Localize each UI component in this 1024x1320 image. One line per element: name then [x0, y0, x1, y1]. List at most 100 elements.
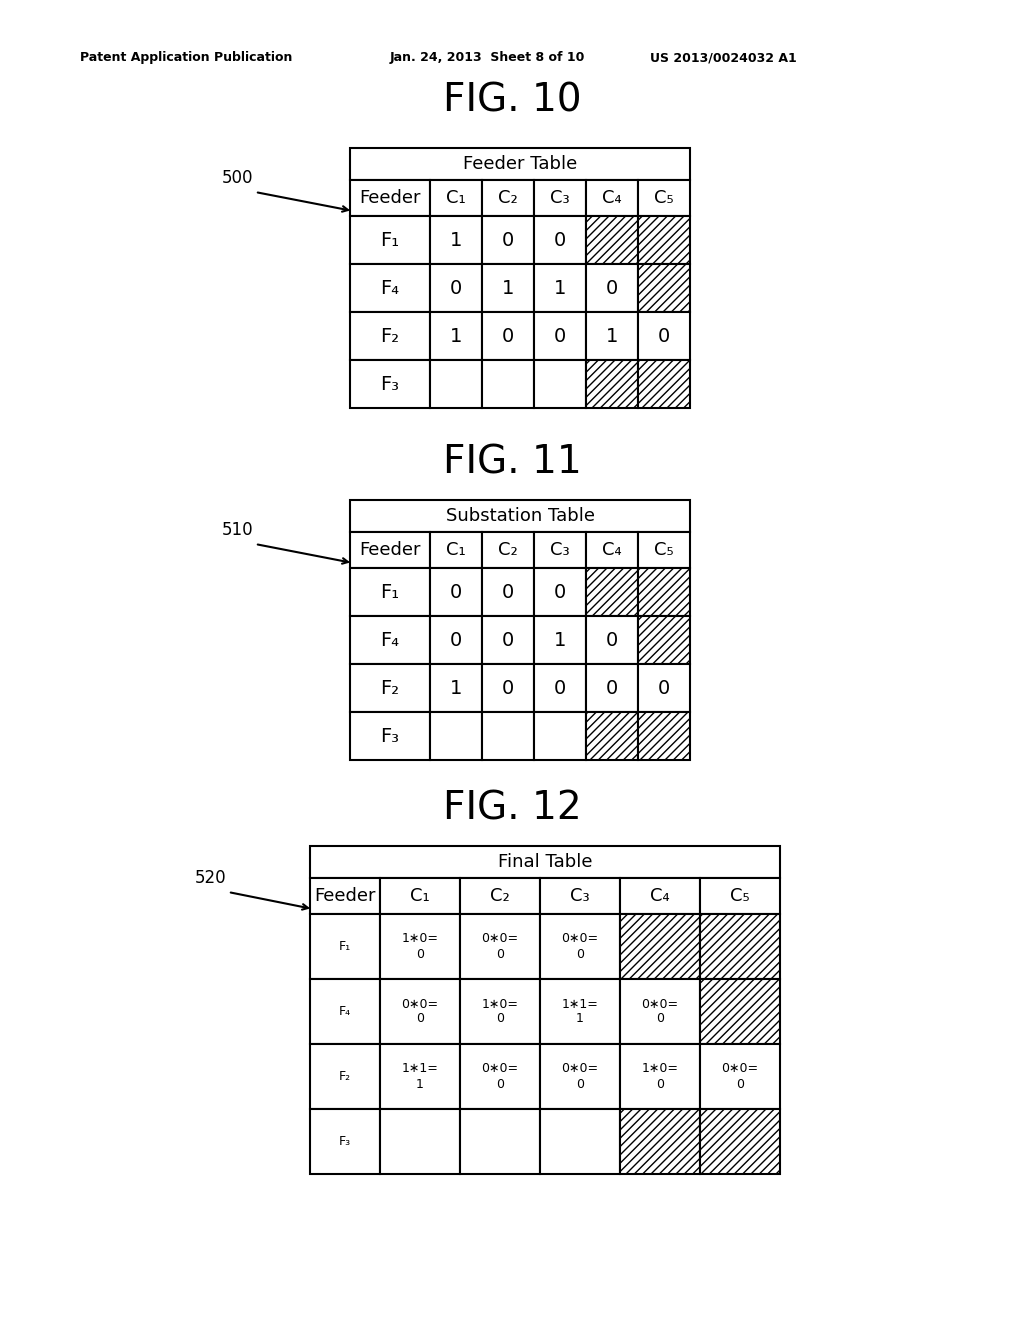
Text: 1: 1: [554, 631, 566, 649]
Bar: [586, 616, 638, 664]
Text: 0: 0: [606, 631, 618, 649]
Text: C₂: C₂: [490, 887, 510, 906]
Bar: [540, 979, 620, 1044]
Bar: [482, 264, 534, 312]
Text: 0: 0: [657, 326, 670, 346]
Bar: [700, 1044, 780, 1109]
Text: 0: 0: [554, 678, 566, 697]
Bar: [482, 312, 534, 360]
Bar: [534, 532, 586, 568]
Text: Feeder: Feeder: [359, 189, 421, 207]
Text: C₁: C₁: [446, 541, 466, 558]
Bar: [540, 913, 620, 979]
Bar: [638, 264, 690, 312]
Text: C₅: C₅: [654, 541, 674, 558]
Bar: [534, 664, 586, 711]
Bar: [350, 148, 690, 180]
Bar: [460, 878, 540, 913]
Bar: [350, 500, 690, 532]
Bar: [534, 180, 586, 216]
Bar: [540, 1109, 620, 1173]
Bar: [586, 180, 638, 216]
Bar: [350, 711, 430, 760]
Bar: [310, 979, 380, 1044]
Text: C₂: C₂: [498, 189, 518, 207]
Bar: [700, 913, 780, 979]
Bar: [638, 312, 690, 360]
Bar: [620, 913, 700, 979]
Text: C₅: C₅: [654, 189, 674, 207]
Text: 0∗0=
0: 0∗0= 0: [561, 1063, 599, 1090]
Text: F₁: F₁: [381, 231, 399, 249]
Bar: [380, 1044, 460, 1109]
Text: 0: 0: [450, 279, 462, 297]
Text: F₁: F₁: [381, 582, 399, 602]
Bar: [430, 216, 482, 264]
Bar: [534, 312, 586, 360]
Bar: [638, 216, 690, 264]
Text: 1: 1: [450, 326, 462, 346]
Text: F₂: F₂: [381, 678, 399, 697]
Text: Feeder Table: Feeder Table: [463, 154, 578, 173]
Bar: [430, 532, 482, 568]
Text: 1: 1: [502, 279, 514, 297]
Text: 500: 500: [222, 169, 254, 187]
Text: Patent Application Publication: Patent Application Publication: [80, 51, 293, 65]
Text: 0: 0: [502, 582, 514, 602]
Text: 510: 510: [222, 521, 254, 539]
Bar: [638, 664, 690, 711]
Text: F₄: F₄: [381, 631, 399, 649]
Text: C₁: C₁: [411, 887, 430, 906]
Bar: [310, 913, 380, 979]
Text: 0: 0: [502, 678, 514, 697]
Text: 0: 0: [502, 631, 514, 649]
Text: C₄: C₄: [650, 887, 670, 906]
Bar: [534, 360, 586, 408]
Bar: [586, 532, 638, 568]
Bar: [482, 360, 534, 408]
Bar: [586, 711, 638, 760]
Text: F₂: F₂: [339, 1071, 351, 1082]
Text: FIG. 11: FIG. 11: [442, 444, 582, 480]
Bar: [430, 616, 482, 664]
Text: C₅: C₅: [730, 887, 750, 906]
Text: F₃: F₃: [339, 1135, 351, 1148]
Text: 0: 0: [657, 678, 670, 697]
Text: 0∗0=
0: 0∗0= 0: [481, 1063, 518, 1090]
Bar: [482, 568, 534, 616]
Bar: [586, 568, 638, 616]
Bar: [430, 312, 482, 360]
Bar: [310, 846, 780, 878]
Text: FIG. 10: FIG. 10: [442, 81, 582, 119]
Bar: [700, 979, 780, 1044]
Bar: [460, 1044, 540, 1109]
Bar: [430, 264, 482, 312]
Text: 0: 0: [502, 231, 514, 249]
Text: 0: 0: [554, 326, 566, 346]
Bar: [586, 264, 638, 312]
Text: 0∗0=
0: 0∗0= 0: [481, 932, 518, 961]
Bar: [380, 979, 460, 1044]
Bar: [482, 180, 534, 216]
Text: 520: 520: [195, 869, 226, 887]
Bar: [620, 878, 700, 913]
Bar: [638, 532, 690, 568]
Bar: [482, 532, 534, 568]
Bar: [310, 1109, 380, 1173]
Bar: [350, 664, 430, 711]
Bar: [586, 216, 638, 264]
Text: C₄: C₄: [602, 189, 622, 207]
Text: 0∗0=
0: 0∗0= 0: [722, 1063, 759, 1090]
Text: 1: 1: [450, 231, 462, 249]
Bar: [350, 264, 430, 312]
Bar: [638, 360, 690, 408]
Bar: [430, 568, 482, 616]
Text: C₃: C₃: [550, 541, 569, 558]
Bar: [460, 1109, 540, 1173]
Bar: [430, 180, 482, 216]
Bar: [586, 312, 638, 360]
Text: 0: 0: [554, 231, 566, 249]
Bar: [350, 532, 430, 568]
Text: 1∗0=
0: 1∗0= 0: [401, 932, 438, 961]
Text: C₃: C₃: [550, 189, 569, 207]
